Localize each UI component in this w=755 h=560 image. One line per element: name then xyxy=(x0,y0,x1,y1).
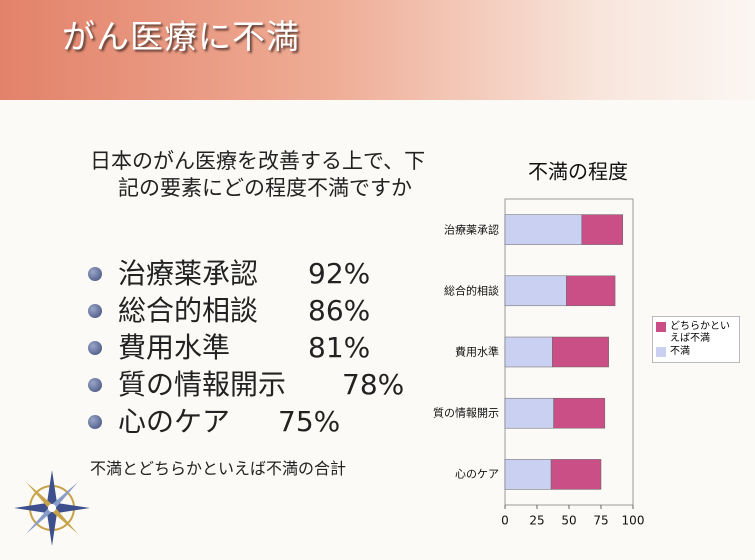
bullet xyxy=(88,414,102,429)
bar-segment xyxy=(566,275,616,307)
bar-segment xyxy=(550,459,602,490)
category-label: 総合的相談 xyxy=(444,284,499,298)
bar-segment xyxy=(504,214,583,245)
bar-segment xyxy=(552,336,609,368)
slide-title: がん医療に不満 xyxy=(62,17,300,56)
bar-segment xyxy=(504,459,552,490)
item-value: 78% xyxy=(342,368,405,401)
bar-segment xyxy=(553,397,606,429)
x-tick-label: 0 xyxy=(501,514,509,528)
bar-segment xyxy=(504,397,554,429)
item-label: 総合的相談 xyxy=(118,294,259,327)
item-value: 81% xyxy=(308,331,371,364)
item-value: 75% xyxy=(278,405,341,438)
legend-item: 不満 xyxy=(656,346,736,358)
item-value: 92% xyxy=(308,257,371,290)
chart-title: 不満の程度 xyxy=(528,160,628,184)
item-label: 費用水準 xyxy=(118,331,231,364)
list-item: 心のケア 75% xyxy=(88,403,404,440)
legend-item: どちらかといえば不満 xyxy=(656,321,736,345)
x-tick-label: 50 xyxy=(561,514,576,528)
note: 不満とどちらかといえば不満の合計 xyxy=(90,459,347,478)
legend-swatch xyxy=(656,347,666,357)
bullet xyxy=(88,266,102,281)
bar-segment xyxy=(504,275,567,307)
bullet xyxy=(88,303,102,318)
question: 日本のがん医療を改善する上で、下記の要素にどの程度不満ですか xyxy=(90,149,426,200)
item-value: 86% xyxy=(308,294,371,327)
legend-label: 不満 xyxy=(670,346,690,357)
list-item: 治療薬承認 92% xyxy=(88,255,404,292)
item-label: 治療薬承認 xyxy=(118,257,259,290)
category-label: 質の情報開示 xyxy=(433,406,499,420)
legend-swatch xyxy=(656,322,666,332)
bullet xyxy=(88,377,102,392)
item-label: 質の情報開示 xyxy=(118,368,287,401)
category-label: 治療薬承認 xyxy=(444,223,499,237)
bullet xyxy=(88,340,102,355)
list-item: 質の情報開示 78% xyxy=(88,366,404,403)
x-tick-label: 75 xyxy=(593,514,608,528)
item-list: 治療薬承認 92% 総合的相談 86% 費用水準 81% 質の情報開示 78% 心のケア 75% xyxy=(88,255,404,440)
category-label: 心のケア xyxy=(455,467,499,481)
list-item: 総合的相談 86% xyxy=(88,292,404,329)
category-label: 費用水準 xyxy=(455,345,499,359)
bar-segment xyxy=(504,336,553,368)
legend: どちらかといえば不満不満 xyxy=(652,316,740,363)
list-item: 費用水準 81% xyxy=(88,329,404,366)
item-label: 心のケア xyxy=(118,405,231,438)
compass-icon xyxy=(14,470,90,546)
header: がん医療に不満 xyxy=(0,0,755,100)
bar-segment xyxy=(581,214,624,245)
x-tick-label: 100 xyxy=(622,514,645,528)
x-tick-label: 25 xyxy=(529,514,544,528)
legend-label: どちらかといえば不満 xyxy=(670,321,730,344)
